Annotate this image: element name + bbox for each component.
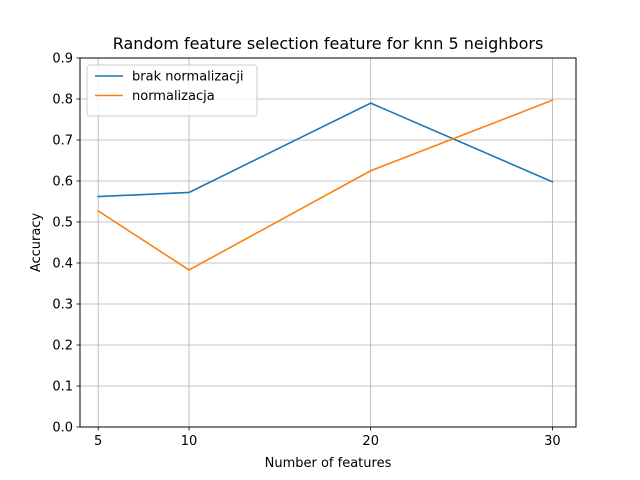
y-tick-label: 0.4 [52, 257, 73, 272]
series-lines [97, 99, 554, 271]
y-tick-label: 0.1 [52, 380, 73, 395]
y-tick-label: 0.5 [52, 216, 73, 231]
y-tick-label: 0.6 [52, 175, 73, 190]
y-tick-label: 0.2 [52, 339, 73, 354]
x-tick-label: 5 [94, 434, 102, 449]
y-axis: 0.0 0.1 0.2 0.3 0.4 0.5 0.6 0.7 0.8 0.9 [52, 52, 80, 436]
plot-frame [79, 57, 577, 428]
y-tick-label: 0.7 [52, 134, 73, 149]
x-axis: 5 10 20 30 [94, 427, 561, 449]
legend: brak normalizacji normalizacja [86, 64, 258, 117]
y-tick-label: 0.8 [52, 93, 73, 108]
legend-box [86, 64, 258, 117]
y-tick-label: 0.3 [52, 298, 73, 313]
y-axis-title: Accuracy [29, 213, 44, 273]
legend-label: normalizacja [132, 89, 215, 104]
y-tick-label: 0.9 [52, 52, 73, 67]
x-tick-label: 20 [362, 434, 379, 449]
y-tick-label: 0.0 [52, 421, 73, 436]
x-axis-title: Number of features [265, 456, 392, 471]
series-line [97, 99, 554, 271]
x-tick-label: 30 [544, 434, 561, 449]
legend-label: brak normalizacji [132, 70, 244, 85]
chart-title: Random feature selection feature for knn… [113, 34, 544, 53]
x-tick-label: 10 [181, 434, 198, 449]
series-line [97, 102, 554, 198]
